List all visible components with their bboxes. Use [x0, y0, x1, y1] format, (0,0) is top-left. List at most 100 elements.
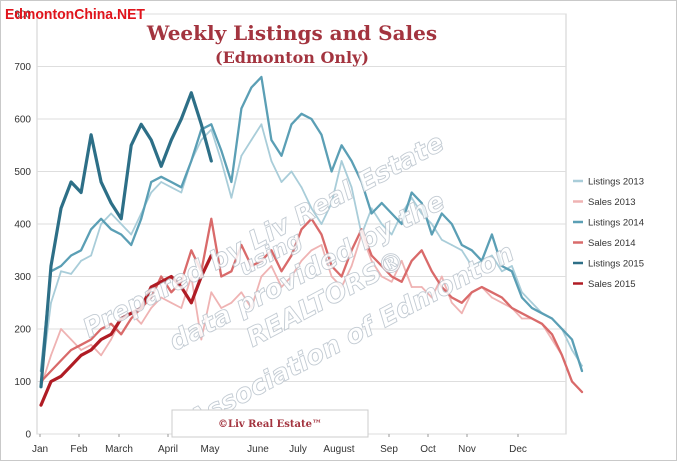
data-point [200, 139, 203, 141]
data-point [50, 265, 52, 267]
data-point [260, 76, 263, 78]
data-point [160, 181, 163, 183]
data-point [60, 207, 62, 210]
x-tick-label: Sep [380, 444, 398, 455]
data-point [180, 118, 183, 120]
data-point [250, 139, 253, 141]
data-point [310, 118, 313, 120]
data-point [170, 186, 173, 189]
data-point [230, 301, 233, 304]
data-point [360, 181, 363, 183]
data-point [50, 301, 52, 304]
data-point [90, 338, 92, 341]
data-point [511, 307, 513, 309]
data-point [100, 328, 103, 330]
data-point [80, 259, 82, 262]
data-point [250, 307, 253, 309]
data-point [410, 286, 413, 288]
x-tick-label: March [105, 444, 133, 455]
series-line-sales-2015 [39, 253, 213, 407]
data-point [140, 322, 143, 325]
y-tick-label: 400 [14, 220, 31, 231]
data-point [70, 254, 72, 257]
data-point [130, 312, 133, 315]
x-tick-label: June [247, 444, 269, 455]
data-point [430, 233, 433, 236]
data-point [400, 280, 403, 283]
data-point [220, 275, 223, 278]
data-point [340, 286, 343, 288]
data-point [220, 307, 223, 309]
data-point [210, 254, 213, 257]
data-point [60, 270, 62, 273]
data-point [490, 296, 493, 299]
data-point [100, 181, 103, 183]
data-point [220, 149, 223, 152]
data-point [70, 272, 72, 275]
data-point [100, 338, 103, 341]
data-point [90, 343, 92, 346]
data-point [340, 275, 343, 278]
x-tick-label: Oct [420, 444, 436, 455]
data-point [500, 296, 503, 299]
data-point [521, 291, 523, 294]
data-point [310, 207, 313, 210]
data-point [470, 249, 473, 252]
y-tick-label: 600 [14, 115, 31, 126]
data-point [40, 404, 42, 407]
data-point [90, 133, 92, 136]
data-point [80, 249, 82, 252]
data-point [60, 328, 62, 330]
data-point [480, 259, 483, 262]
data-point [320, 244, 323, 246]
x-tick-label: Nov [458, 444, 476, 455]
data-point [150, 307, 153, 309]
data-point [110, 212, 113, 215]
data-point [450, 223, 453, 225]
data-point [180, 307, 183, 309]
y-tick-label: 800 [14, 10, 31, 21]
x-tick-label: Dec [509, 444, 527, 455]
data-point [490, 291, 493, 294]
data-point [140, 307, 143, 309]
data-point [50, 380, 52, 383]
data-point [511, 265, 513, 267]
data-point [260, 259, 263, 262]
data-point [571, 380, 573, 383]
data-point [561, 328, 563, 330]
data-point [581, 370, 583, 372]
data-point [150, 286, 153, 288]
data-point [500, 301, 503, 304]
data-point [340, 160, 343, 162]
copyright-box [171, 409, 369, 438]
data-point [190, 91, 193, 94]
data-point [260, 275, 263, 278]
data-point [460, 249, 463, 252]
data-point [240, 291, 243, 294]
copyright-text: ©Liv Real Estate™ [218, 419, 322, 430]
data-point [150, 139, 153, 141]
data-point [190, 249, 193, 252]
legend-label: Sales 2015 [588, 279, 636, 290]
data-point [200, 123, 203, 126]
data-point [240, 107, 243, 110]
data-point [110, 202, 113, 204]
data-point [350, 265, 353, 267]
data-point [170, 275, 173, 278]
data-point [270, 139, 273, 141]
data-point [70, 349, 72, 351]
data-point [450, 301, 453, 304]
data-point [430, 296, 433, 299]
data-point [90, 349, 92, 351]
data-point [490, 254, 493, 257]
data-point [120, 223, 123, 225]
data-point [230, 196, 233, 199]
data-point [551, 333, 553, 336]
data-point [541, 312, 543, 315]
data-point [320, 133, 323, 136]
data-point [210, 128, 213, 131]
data-point [200, 338, 203, 341]
data-point [190, 275, 193, 278]
data-point [420, 249, 423, 252]
